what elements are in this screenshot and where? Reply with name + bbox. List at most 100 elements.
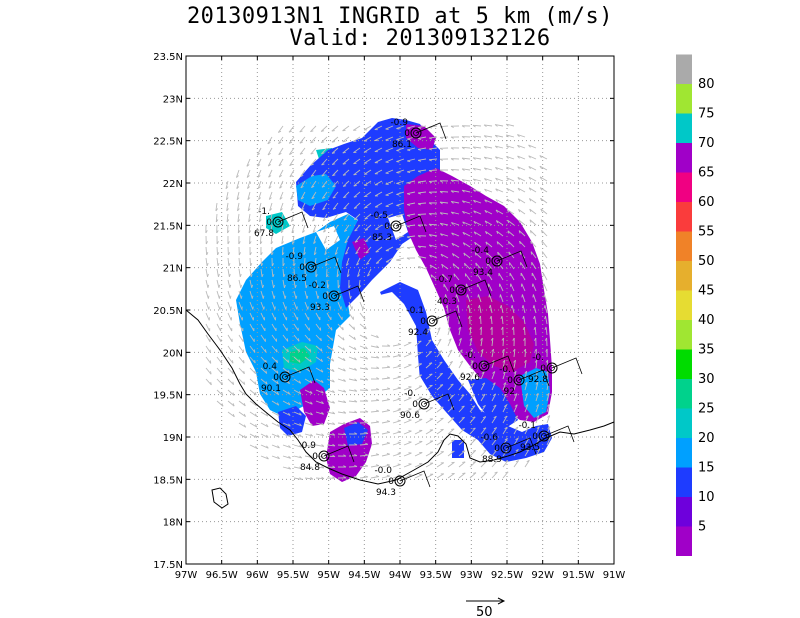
wind-vector-head — [407, 149, 411, 152]
wind-vector-head — [354, 443, 358, 446]
wind-vector — [461, 146, 471, 149]
wind-vector — [227, 312, 232, 321]
wind-vector — [440, 212, 449, 215]
wind-vector-head — [292, 241, 295, 245]
wind-vector — [293, 422, 302, 427]
wind-vector-head — [452, 253, 455, 257]
wind-vector — [462, 221, 471, 226]
wind-vector — [293, 334, 300, 342]
wind-vector-head — [450, 394, 454, 397]
colorbar-label: 40 — [698, 313, 715, 328]
wind-vector-head — [265, 349, 267, 353]
wind-vector — [524, 360, 527, 369]
wind-speed-field — [236, 118, 552, 482]
wind-vector-head — [354, 218, 358, 221]
wind-vector — [535, 393, 539, 402]
wind-vector — [502, 382, 507, 391]
wind-vector-head — [463, 252, 466, 256]
lat-tick-label: 21.5N — [153, 221, 183, 232]
wind-vector — [282, 455, 291, 459]
wind-vector — [302, 235, 306, 244]
wind-vector — [268, 169, 273, 178]
station-mid-value: 0 — [532, 432, 538, 442]
wind-vector — [337, 422, 346, 425]
wind-vector-head — [254, 392, 257, 396]
station-ring-outer — [426, 315, 438, 327]
wind-vector-head — [300, 197, 304, 200]
wind-vector — [267, 136, 273, 145]
wind-vector — [540, 187, 548, 193]
reference-arrow-head — [497, 597, 506, 605]
wind-vector-head — [221, 403, 224, 407]
station-mid-value: 0 — [266, 218, 272, 228]
wind-vector-head — [310, 174, 315, 177]
lon-tick-label: 91W — [603, 570, 626, 581]
wind-vector — [288, 125, 295, 133]
wind-vector-head — [546, 404, 550, 407]
wind-vector-head — [250, 263, 253, 267]
wind-vector-head — [468, 326, 472, 330]
wind-vector-head — [535, 393, 539, 396]
wind-vector — [414, 374, 423, 380]
wind-vector-head — [288, 423, 291, 427]
wind-vector — [359, 378, 368, 381]
wind-vector — [321, 158, 328, 166]
wind-vector — [348, 323, 355, 330]
wind-vector — [359, 312, 366, 320]
wind-vector-head — [218, 284, 221, 288]
wind-vector — [439, 136, 449, 138]
wind-vector — [238, 323, 244, 332]
wind-vector-head — [439, 222, 443, 226]
wind-vector — [271, 400, 280, 406]
wind-vector-head — [332, 379, 335, 383]
colorbar-label: 15 — [698, 461, 715, 476]
wind-vector — [517, 144, 526, 149]
wind-vector-head — [247, 197, 251, 201]
wind-vector-head — [483, 427, 487, 430]
wind-vector-head — [321, 130, 325, 132]
wind-vector — [260, 378, 268, 385]
station-top-value: -0.5 — [370, 211, 388, 221]
wind-vector — [506, 166, 515, 171]
wind-vector — [469, 427, 476, 435]
wind-vector — [464, 262, 471, 270]
station-bottom-value: 93.4 — [473, 268, 493, 278]
wind-vector-head — [462, 461, 466, 463]
wind-vector — [260, 345, 267, 353]
wind-vector-head — [248, 230, 252, 234]
wind-vector — [535, 415, 540, 424]
wind-vector — [271, 312, 276, 321]
wind-vector — [333, 213, 339, 221]
wind-vector — [458, 372, 464, 380]
wind-vector — [315, 301, 320, 310]
wind-vector — [524, 348, 527, 358]
wind-vector-head — [243, 402, 246, 407]
lat-tick-label: 20N — [163, 348, 183, 359]
wind-vector — [531, 272, 537, 281]
wind-vector-head — [505, 471, 509, 474]
wind-vector — [457, 305, 460, 314]
wind-vector-head — [376, 355, 380, 359]
wind-vector-head — [458, 338, 462, 341]
wind-vector-head — [343, 443, 347, 446]
wind-vector — [304, 279, 307, 288]
wind-vector — [458, 383, 465, 391]
wind-vector-head — [322, 218, 326, 222]
wind-vector-head — [277, 445, 280, 449]
wind-vector — [348, 312, 354, 320]
wind-vector — [236, 191, 240, 200]
wind-vector — [521, 283, 526, 292]
wind-vector-head — [269, 208, 273, 211]
station-ring-outer — [513, 374, 525, 386]
wind-vector — [282, 334, 289, 342]
wind-vector — [342, 169, 350, 176]
wind-vector — [205, 356, 212, 364]
wind-vector — [326, 301, 331, 310]
lat-tick-label: 21N — [163, 264, 183, 275]
wind-vector — [246, 158, 251, 167]
wind-vector — [331, 136, 339, 143]
wind-vector — [271, 378, 279, 385]
wind-vector — [539, 155, 548, 160]
wind-vector — [392, 354, 401, 358]
